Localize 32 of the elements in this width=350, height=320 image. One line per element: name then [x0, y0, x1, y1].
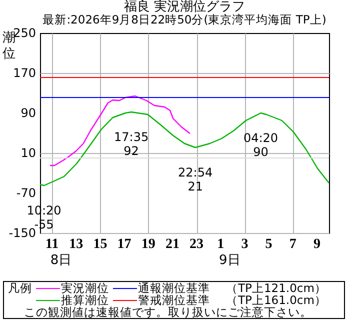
x-tick-label: 9 — [313, 237, 320, 252]
legend-label: 通報潮位基準 — [137, 281, 211, 295]
x-tick-label: 21 — [165, 237, 180, 252]
legend-label: 実況潮位 — [60, 281, 110, 295]
legend-label: 推算潮位 — [61, 293, 109, 307]
y-tick-label: 10 — [20, 146, 36, 160]
annotation: 22:54 21 — [178, 166, 213, 194]
line-series — [49, 95, 191, 166]
y-tick-label: -70 — [16, 186, 36, 200]
x-tick-label: 19 — [141, 237, 156, 252]
text: （TP上121.0cm） — [225, 281, 328, 295]
x-tick-label: 5 — [265, 237, 272, 252]
y-axis-title: 潮位 — [2, 30, 16, 62]
text: （TP上161.0cm） — [225, 293, 328, 307]
text: 8日 — [50, 253, 72, 268]
x-tick-label: 15 — [93, 237, 108, 252]
legend-title: 凡例 — [7, 281, 33, 295]
annotation: 04:20 90 — [243, 131, 278, 159]
y-tick-label: 90 — [20, 106, 36, 120]
chart-subtitle: 最新:2026年9月8日22時50分(東京湾平均海面 TP上) — [42, 12, 326, 26]
legend-label: 警戒潮位基準 — [137, 293, 211, 307]
x-tick-label: 7 — [289, 237, 296, 252]
x-tick-label: 23 — [190, 237, 204, 252]
x-tick-label: 1 — [217, 237, 224, 252]
annotation: 17:35 92 — [114, 130, 149, 158]
text: 9日 — [218, 253, 240, 268]
x-tick-label: 13 — [69, 237, 84, 252]
x-tick-label: 17 — [117, 237, 132, 252]
text: この観測値は速報値です。取り扱いにご注意下さい。 — [23, 305, 313, 319]
y-tick-label: 170 — [13, 66, 36, 80]
x-tick-label: 3 — [241, 237, 248, 252]
x-tick-label: 11 — [45, 237, 59, 252]
